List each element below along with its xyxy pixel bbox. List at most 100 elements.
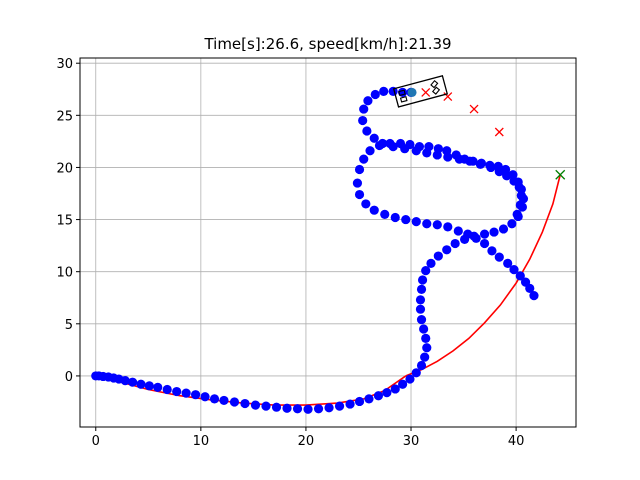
trajectory-point xyxy=(489,227,499,237)
trajectory-point xyxy=(507,219,517,229)
trajectory-point xyxy=(421,333,431,343)
trajectory-point xyxy=(382,388,392,398)
trajectory-point xyxy=(509,265,519,275)
vehicle-wheel xyxy=(430,79,439,89)
target-cross-stroke xyxy=(555,169,566,180)
vehicle-wheel xyxy=(399,96,408,103)
trajectory-point xyxy=(401,214,411,225)
trajectory-point xyxy=(354,164,365,175)
trajectory-point xyxy=(359,154,369,164)
x-tick-label: 30 xyxy=(403,434,420,449)
predicted-point-stroke xyxy=(494,127,504,137)
axes-frame xyxy=(79,57,577,428)
axis-ticks: 0 10 20 30 40 0 5 10 15 20 25 30 xyxy=(56,57,524,449)
trajectory-point xyxy=(362,126,372,136)
trajectory-point xyxy=(516,190,526,201)
x-tick-label: 10 xyxy=(193,434,210,449)
trajectory-point xyxy=(416,360,427,371)
trajectory-point xyxy=(378,138,388,149)
trajectory-point xyxy=(416,315,427,325)
trajectory-point xyxy=(450,238,460,249)
y-tick-label: 10 xyxy=(56,266,73,281)
trajectory-point xyxy=(120,376,130,386)
trajectory-point xyxy=(398,87,408,97)
trajectory-point xyxy=(432,150,442,160)
trajectory-point xyxy=(494,167,504,177)
trajectory-point xyxy=(181,388,191,398)
trajectory-point xyxy=(422,148,432,158)
trajectory-point xyxy=(388,142,398,152)
trajectory-point xyxy=(509,176,519,186)
trajectory-point xyxy=(443,152,453,162)
trajectory-point xyxy=(453,226,463,236)
trajectory-point xyxy=(529,291,539,301)
trajectory-point xyxy=(421,266,431,276)
trajectory-point xyxy=(200,392,210,402)
y-tick-label: 30 xyxy=(56,57,73,72)
trajectory-point xyxy=(486,162,496,173)
trajectory-point xyxy=(433,251,443,261)
trajectory-point xyxy=(363,96,373,106)
trajectory-point xyxy=(380,209,390,219)
predicted-point-stroke xyxy=(421,87,431,97)
trajectory-point xyxy=(271,402,282,412)
trajectory-point xyxy=(219,395,229,406)
trajectory-point xyxy=(354,189,365,200)
y-tick-label: 0 xyxy=(65,370,73,385)
trajectory-point xyxy=(365,146,375,156)
trajectory-point xyxy=(454,154,464,164)
trajectory-point xyxy=(352,178,363,188)
y-tick-label: 15 xyxy=(56,214,73,229)
trajectory-point xyxy=(415,304,426,314)
trajectory-point xyxy=(422,219,432,229)
trajectory-point xyxy=(465,156,475,166)
trajectory-point xyxy=(515,271,525,281)
x-tick-label: 0 xyxy=(92,434,100,449)
trajectory-point xyxy=(361,199,371,209)
trajectory-point xyxy=(172,386,182,397)
trajectory-point xyxy=(390,212,400,223)
trajectory-point xyxy=(502,171,512,181)
trajectory-point xyxy=(405,374,415,384)
trajectory-point xyxy=(419,324,429,334)
predicted-point-stroke xyxy=(443,92,453,102)
trajectory-point xyxy=(443,222,453,232)
y-tick-label: 25 xyxy=(56,109,73,124)
trajectory-point xyxy=(162,384,172,395)
vehicle-wheel xyxy=(398,89,406,97)
trajectory-point xyxy=(411,146,421,156)
trajectory-point xyxy=(420,352,430,362)
trajectory-point xyxy=(370,89,380,100)
trajectory-point xyxy=(358,115,368,126)
trajectory-point xyxy=(411,217,421,227)
trajectory-point xyxy=(136,379,146,389)
trajectory-point xyxy=(229,397,240,407)
target-marker xyxy=(555,169,566,180)
predicted-point xyxy=(421,87,431,97)
predicted-point xyxy=(494,127,504,137)
vehicle-body xyxy=(392,74,449,108)
trajectory-point xyxy=(411,368,421,378)
x-tick-label: 20 xyxy=(298,434,315,449)
reference-path-line xyxy=(405,174,562,377)
grid-lines xyxy=(80,58,576,427)
trajectory-point xyxy=(364,394,374,404)
trajectory-point xyxy=(494,252,504,262)
trajectory-point xyxy=(144,381,154,391)
trajectory-point xyxy=(345,399,355,409)
trajectory-point xyxy=(487,246,497,256)
trajectory-point xyxy=(261,401,271,411)
y-tick-label: 20 xyxy=(56,161,73,176)
trajectory-point xyxy=(127,377,138,387)
vehicle-wheel xyxy=(431,86,441,95)
trajectory-point xyxy=(369,133,379,143)
trajectory-point xyxy=(400,144,410,154)
trajectory-point xyxy=(373,391,384,401)
trajectory-point xyxy=(282,403,292,413)
trajectory-point xyxy=(426,258,436,268)
trajectory-point xyxy=(359,104,369,114)
trajectory-point xyxy=(390,384,400,394)
trajectory-point xyxy=(471,233,481,243)
trajectory-point xyxy=(240,398,250,409)
